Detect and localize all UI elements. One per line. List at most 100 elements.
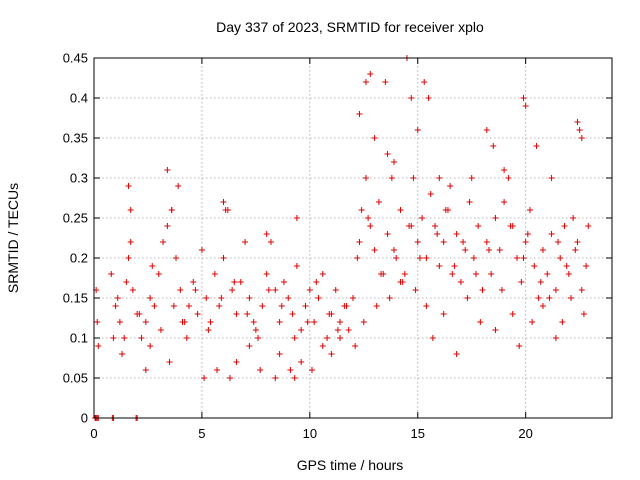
data-point bbox=[185, 303, 192, 309]
data-point bbox=[356, 239, 363, 245]
data-point bbox=[313, 279, 320, 285]
data-point bbox=[362, 175, 369, 181]
data-point bbox=[373, 303, 380, 309]
y-tick-label: 0 bbox=[81, 411, 88, 426]
data-point bbox=[287, 367, 294, 373]
x-tick-label: 0 bbox=[90, 426, 97, 441]
data-point bbox=[408, 223, 415, 229]
data-point bbox=[382, 79, 389, 85]
data-point bbox=[514, 255, 521, 261]
data-point bbox=[520, 95, 527, 101]
data-point bbox=[408, 95, 415, 101]
data-point bbox=[436, 263, 443, 269]
y-tick-label: 0.25 bbox=[63, 211, 88, 226]
data-point bbox=[563, 263, 570, 269]
data-point bbox=[365, 215, 372, 221]
y-tick-label: 0.4 bbox=[70, 91, 88, 106]
data-point bbox=[272, 375, 279, 381]
data-point bbox=[95, 343, 102, 349]
data-point bbox=[255, 335, 262, 341]
data-point bbox=[170, 303, 177, 309]
data-point bbox=[250, 319, 257, 325]
data-point bbox=[244, 311, 251, 317]
data-point bbox=[529, 319, 536, 325]
data-point bbox=[308, 367, 315, 373]
data-point bbox=[259, 303, 266, 309]
data-point bbox=[393, 255, 400, 261]
data-point bbox=[345, 327, 352, 333]
x-axis-label: GPS time / hours bbox=[297, 457, 404, 473]
data-point bbox=[211, 271, 218, 277]
y-tick-label: 0.45 bbox=[63, 51, 88, 66]
data-point bbox=[453, 351, 460, 357]
data-point bbox=[94, 319, 101, 325]
data-point bbox=[233, 359, 240, 365]
data-point bbox=[425, 95, 432, 101]
data-point bbox=[231, 279, 238, 285]
y-tick-label: 0.15 bbox=[63, 291, 88, 306]
data-point bbox=[367, 71, 374, 77]
data-point bbox=[332, 287, 339, 293]
grid-lines bbox=[94, 58, 612, 418]
data-point bbox=[460, 239, 467, 245]
data-point bbox=[257, 367, 264, 373]
data-point bbox=[498, 287, 505, 293]
data-point bbox=[423, 303, 430, 309]
data-point bbox=[416, 255, 423, 261]
y-tick-label: 0.05 bbox=[63, 371, 88, 386]
data-point bbox=[440, 311, 447, 317]
data-point bbox=[485, 247, 492, 253]
data-point bbox=[535, 295, 542, 301]
data-point bbox=[285, 295, 292, 301]
data-point bbox=[442, 207, 449, 213]
data-point bbox=[267, 239, 274, 245]
data-point bbox=[531, 263, 538, 269]
x-tick-label: 10 bbox=[303, 426, 317, 441]
chart-title: Day 337 of 2023, SRMTID for receiver xpl… bbox=[216, 19, 484, 35]
y-tick-label: 0.1 bbox=[70, 331, 88, 346]
data-point bbox=[289, 311, 296, 317]
data-point bbox=[127, 207, 134, 213]
data-point bbox=[516, 343, 523, 349]
data-point bbox=[576, 127, 583, 133]
data-point bbox=[123, 279, 130, 285]
data-point bbox=[291, 375, 298, 381]
data-point bbox=[233, 311, 240, 317]
data-point bbox=[205, 327, 212, 333]
data-point bbox=[155, 271, 162, 277]
data-point bbox=[580, 311, 587, 317]
data-point bbox=[142, 367, 149, 373]
data-point bbox=[226, 375, 233, 381]
data-point bbox=[272, 287, 279, 293]
data-point bbox=[578, 135, 585, 141]
data-point bbox=[334, 327, 341, 333]
data-point bbox=[138, 335, 145, 341]
data-point bbox=[252, 327, 259, 333]
data-point bbox=[352, 343, 359, 349]
data-point bbox=[356, 111, 363, 117]
data-point bbox=[246, 343, 253, 349]
data-point bbox=[539, 303, 546, 309]
data-point bbox=[386, 295, 393, 301]
data-point bbox=[293, 215, 300, 221]
data-point bbox=[173, 255, 180, 261]
data-point bbox=[147, 343, 154, 349]
data-point bbox=[337, 319, 344, 325]
data-point bbox=[419, 215, 426, 221]
plot-frame bbox=[93, 57, 613, 419]
data-point bbox=[229, 287, 236, 293]
data-point bbox=[537, 279, 544, 285]
axis-ticks: 0 0.05 0.1 0.15 0.2 0.25 0.3 0.35 0.4 0.45 0 5 10 15 2… bbox=[63, 51, 612, 441]
data-point bbox=[492, 327, 499, 333]
data-point bbox=[207, 319, 214, 325]
data-point bbox=[475, 223, 482, 229]
data-point bbox=[434, 231, 441, 237]
data-point bbox=[218, 295, 225, 301]
y-tick-label: 0.3 bbox=[70, 171, 88, 186]
data-point bbox=[291, 335, 298, 341]
data-points bbox=[92, 55, 592, 421]
data-point bbox=[522, 239, 529, 245]
data-point bbox=[505, 175, 512, 181]
data-point bbox=[362, 79, 369, 85]
